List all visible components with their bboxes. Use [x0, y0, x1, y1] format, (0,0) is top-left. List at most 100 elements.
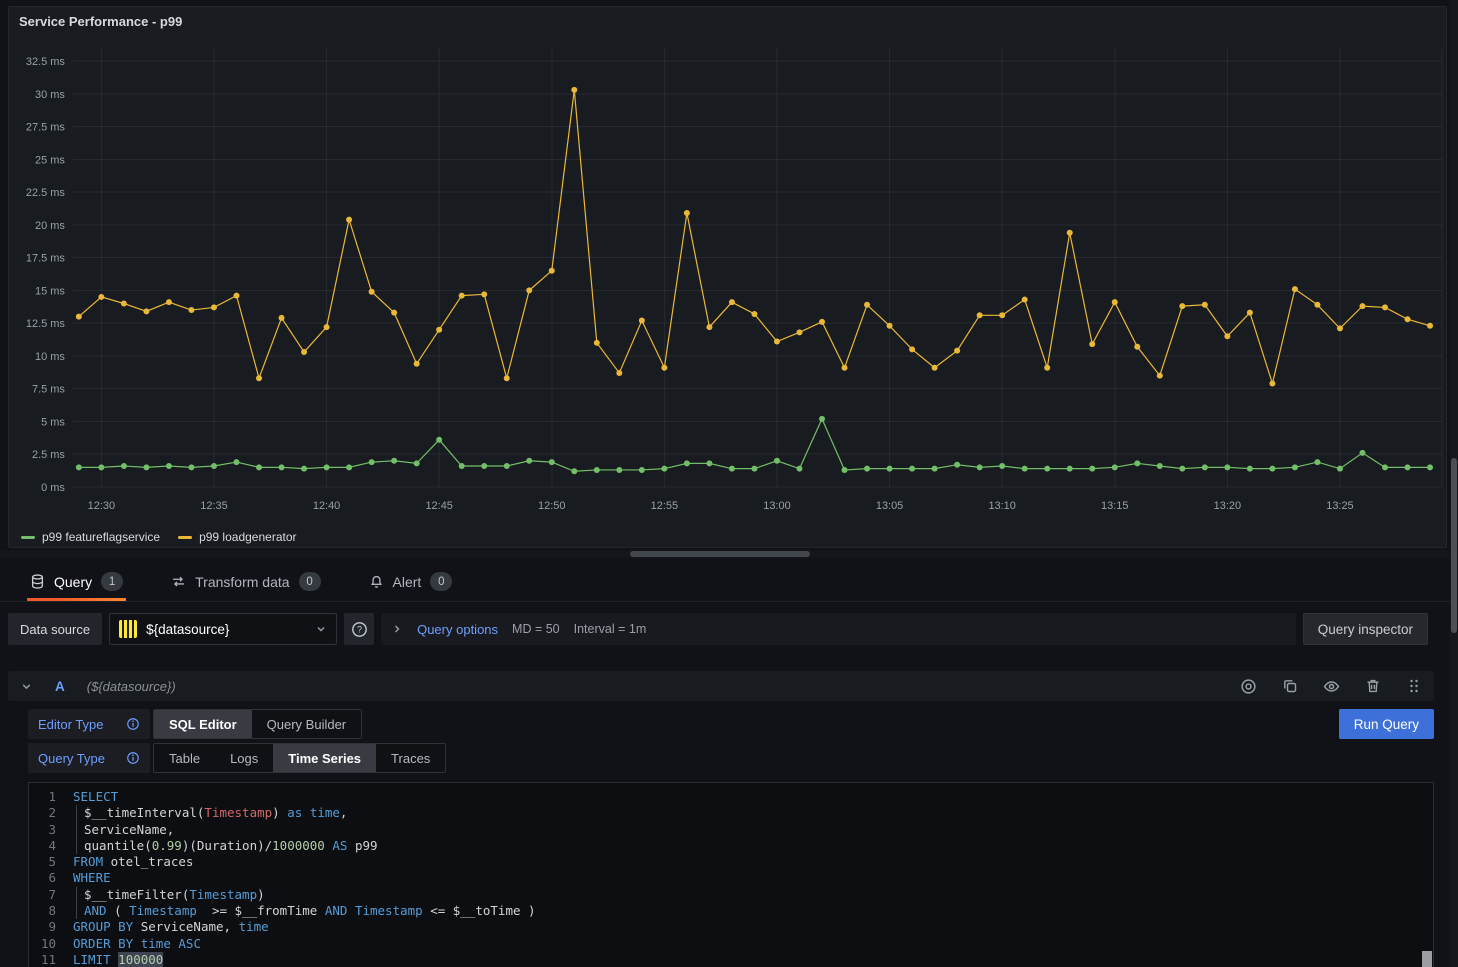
svg-text:27.5 ms: 27.5 ms — [26, 122, 65, 134]
svg-text:2.5 ms: 2.5 ms — [32, 449, 65, 461]
legend-label: p99 loadgenerator — [199, 530, 297, 544]
datasource-label: Data source — [8, 613, 103, 645]
horizontal-scrollbar-thumb[interactable] — [630, 551, 810, 557]
tab-query-badge: 1 — [101, 572, 124, 591]
remove-query-trash-icon[interactable] — [1365, 678, 1381, 694]
code-line[interactable]: 4 quantile(0.99)(Duration)/1000000 AS p99 — [29, 837, 1433, 855]
code-line[interactable]: 11 LIMIT 100000 — [29, 951, 1433, 967]
page-scrollbar[interactable] — [1450, 0, 1458, 967]
run-query-button[interactable]: Run Query — [1338, 709, 1434, 739]
duplicate-query-icon[interactable] — [1282, 678, 1298, 694]
code-line[interactable]: 8 AND ( Timestamp >= $__fromTime AND Time… — [29, 903, 1433, 920]
code-line[interactable]: 7 $__timeFilter(Timestamp) — [29, 886, 1433, 904]
info-circle-icon[interactable] — [126, 751, 140, 765]
line-number: 9 — [48, 919, 56, 935]
code-line[interactable]: 5 FROM otel_traces — [29, 854, 1433, 870]
editor-type-row: Editor Type SQL Editor Query Builder Run… — [28, 709, 1434, 739]
line-number: 3 — [48, 821, 56, 837]
line-number: 10 — [40, 935, 56, 951]
timeseries-chart[interactable]: 0 ms 2.5 ms 5 ms 7.5 ms 10 ms 12.5 ms 15 ms 17.… — [9, 35, 1446, 527]
code-line[interactable]: 9 GROUP BY ServiceName, time — [29, 919, 1433, 935]
code-line[interactable]: 10 ORDER BY time ASC — [29, 936, 1433, 952]
query-type-table[interactable]: Table — [169, 750, 201, 766]
editor-type-sql-editor[interactable]: SQL Editor — [154, 710, 252, 738]
query-type-row: Query Type Table Logs Time Series Traces — [28, 743, 1434, 773]
collapse-chevron-down-icon[interactable] — [20, 680, 33, 693]
tab-alert[interactable]: Alert 0 — [366, 562, 456, 601]
query-row-a: A (${datasource}) — [8, 671, 1434, 967]
query-inspector-button[interactable]: Query inspector — [1302, 613, 1428, 645]
transform-icon — [171, 574, 186, 589]
tab-transform-data[interactable]: Transform data 0 — [168, 562, 323, 601]
query-row-actions — [1240, 678, 1422, 695]
query-options-link[interactable]: Query options — [417, 621, 499, 637]
editor-scrollbar-thumb[interactable] — [1422, 951, 1432, 967]
code-line[interactable]: 6 WHERE — [29, 870, 1433, 886]
sql-code-editor[interactable]: 1 SELECT 2 $__timeInterval(Timestamp) as ti… — [28, 782, 1434, 967]
tab-transform-label: Transform data — [195, 573, 290, 590]
svg-text:10 ms: 10 ms — [35, 351, 65, 363]
svg-text:13:10: 13:10 — [988, 500, 1015, 512]
editor-type-group: SQL Editor Query Builder — [153, 709, 363, 739]
query-options-md: MD = 50 — [512, 622, 560, 636]
svg-text:12:50: 12:50 — [538, 500, 565, 512]
legend-label: p99 featureflagservice — [42, 530, 161, 544]
bell-icon — [369, 574, 384, 589]
query-ref-id[interactable]: A — [55, 678, 65, 694]
query-row-header[interactable]: A (${datasource}) — [8, 671, 1434, 701]
svg-text:12:30: 12:30 — [88, 500, 115, 512]
svg-text:17.5 ms: 17.5 ms — [26, 253, 65, 265]
legend-item[interactable]: p99 loadgenerator — [178, 530, 297, 544]
horizontal-scrollbar[interactable] — [0, 550, 1458, 558]
tab-query-label: Query — [54, 573, 93, 590]
query-datasource-hint: (${datasource}) — [86, 678, 176, 694]
svg-text:?: ? — [357, 624, 362, 634]
svg-text:22.5 ms: 22.5 ms — [26, 187, 65, 199]
code-line[interactable]: 3 ServiceName, — [29, 821, 1433, 838]
svg-text:12:55: 12:55 — [651, 500, 678, 512]
line-number: 7 — [48, 886, 56, 902]
chart-legend: p99 featureflagservice p99 loadgenerator — [9, 527, 1446, 547]
svg-text:5 ms: 5 ms — [41, 416, 65, 428]
line-number: 5 — [48, 854, 56, 870]
legend-item[interactable]: p99 featureflagservice — [21, 530, 160, 544]
line-number: 11 — [40, 951, 56, 967]
datasource-help-button[interactable]: ? — [344, 613, 375, 645]
svg-text:12:35: 12:35 — [200, 500, 227, 512]
query-type-logs[interactable]: Logs — [230, 750, 259, 766]
svg-text:12:45: 12:45 — [425, 500, 452, 512]
query-type-time-series[interactable]: Time Series — [273, 744, 377, 772]
tab-alert-badge: 0 — [430, 572, 453, 591]
query-type-traces[interactable]: Traces — [391, 750, 431, 766]
chevron-right-icon — [391, 623, 403, 635]
question-circle-icon: ? — [351, 621, 368, 638]
svg-text:0 ms: 0 ms — [41, 482, 65, 494]
query-options-bar[interactable]: Query options MD = 50 Interval = 1m — [381, 613, 1296, 645]
database-icon — [30, 574, 45, 589]
chevron-down-icon — [315, 623, 327, 635]
page-scrollbar-thumb[interactable] — [1451, 458, 1457, 633]
editor-type-query-builder[interactable]: Query Builder — [266, 716, 347, 732]
line-number: 2 — [48, 805, 56, 821]
svg-text:13:20: 13:20 — [1214, 500, 1241, 512]
tab-query[interactable]: Query 1 — [27, 562, 127, 601]
hide-response-eye-icon[interactable] — [1323, 678, 1340, 695]
drag-handle-icon[interactable] — [1406, 678, 1422, 694]
concentric-circles-icon[interactable] — [1240, 678, 1257, 695]
query-toolbar: Data source ${datasource} ? — [8, 613, 1428, 645]
query-editor-body: Editor Type SQL Editor Query Builder Run… — [8, 701, 1434, 967]
tab-transform-badge: 0 — [298, 572, 321, 591]
line-number: 6 — [48, 870, 56, 886]
code-line[interactable]: 1 SELECT — [29, 789, 1433, 805]
info-circle-icon[interactable] — [126, 717, 140, 731]
line-number: 8 — [48, 903, 56, 919]
panel-title[interactable]: Service Performance - p99 — [19, 14, 183, 29]
svg-text:20 ms: 20 ms — [35, 220, 65, 232]
code-line[interactable]: 2 $__timeInterval(Timestamp) as time, — [29, 805, 1433, 822]
query-type-group: Table Logs Time Series Traces — [153, 743, 447, 773]
datasource-picker[interactable]: ${datasource} — [109, 613, 338, 645]
svg-text:7.5 ms: 7.5 ms — [32, 384, 65, 396]
svg-text:25 ms: 25 ms — [35, 154, 65, 166]
svg-text:32.5 ms: 32.5 ms — [26, 56, 65, 68]
